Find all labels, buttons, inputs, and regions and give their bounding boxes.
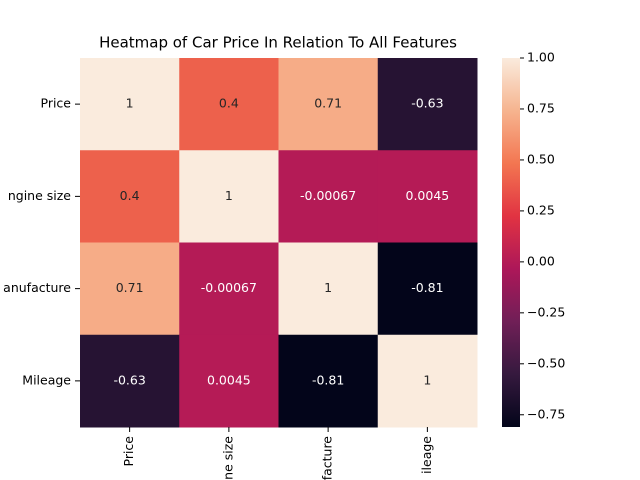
heatmap-cell (278, 150, 379, 243)
colorbar-tick-label: −0.25 (527, 304, 565, 319)
cell-value-label: 1 (324, 280, 332, 295)
heatmap-cell (278, 58, 379, 151)
cell-value-label: 1 (225, 188, 233, 203)
x-tick-label: ileage (419, 436, 434, 474)
y-tick-label: Mileage (22, 372, 71, 387)
x-tick-label: ufacture (320, 436, 335, 480)
heatmap-cell (278, 242, 379, 336)
heatmap-cell (377, 58, 478, 151)
y-tick-label: anufacture (3, 280, 71, 295)
cell-value-label: -0.63 (113, 372, 145, 387)
x-tick-label: Price (121, 436, 136, 467)
heatmap-cell (80, 58, 180, 151)
cell-value-label: -0.00067 (201, 280, 257, 295)
heatmap-cell (80, 150, 180, 243)
heatmap-cell (278, 334, 379, 428)
heatmap-cell (377, 334, 478, 428)
x-tick-label: ne size (220, 436, 235, 480)
heatmap-cell (80, 242, 180, 336)
cell-value-label: 0.4 (120, 188, 140, 203)
colorbar-tick-label: 1.00 (527, 50, 555, 65)
cell-value-label: 0.0045 (406, 188, 450, 203)
cell-value-label: -0.63 (411, 96, 443, 111)
colorbar-tick-label: 0.50 (527, 151, 555, 166)
heatmap-cell (377, 242, 478, 336)
colorbar-tick-label: −0.50 (527, 355, 565, 370)
cell-value-label: 0.71 (314, 96, 342, 111)
heatmap-cell (80, 334, 180, 428)
colorbar-tick-label: −0.75 (527, 406, 565, 421)
heatmap-cell (179, 242, 279, 336)
heatmap-cell (179, 150, 279, 243)
colorbar (502, 58, 520, 427)
y-tick-label: Price (41, 96, 72, 111)
cell-value-label: -0.81 (411, 280, 443, 295)
cell-value-label: 1 (126, 96, 134, 111)
cell-value-label: -0.81 (312, 372, 344, 387)
colorbar-tick-label: 0.75 (527, 100, 555, 115)
heatmap-cell (179, 334, 279, 428)
cell-value-label: 0.4 (219, 96, 239, 111)
cell-value-label: 0.71 (116, 280, 144, 295)
cell-value-label: -0.00067 (300, 188, 356, 203)
heatmap-cell (179, 58, 279, 151)
chart-title: Heatmap of Car Price In Relation To All … (99, 34, 457, 52)
colorbar-tick-label: 0.25 (527, 202, 555, 217)
y-tick-label: ngine size (8, 188, 71, 203)
cell-value-label: 1 (423, 372, 431, 387)
cell-value-label: 0.0045 (207, 372, 251, 387)
colorbar-tick-label: 0.00 (527, 253, 555, 268)
heatmap-cell (377, 150, 478, 243)
